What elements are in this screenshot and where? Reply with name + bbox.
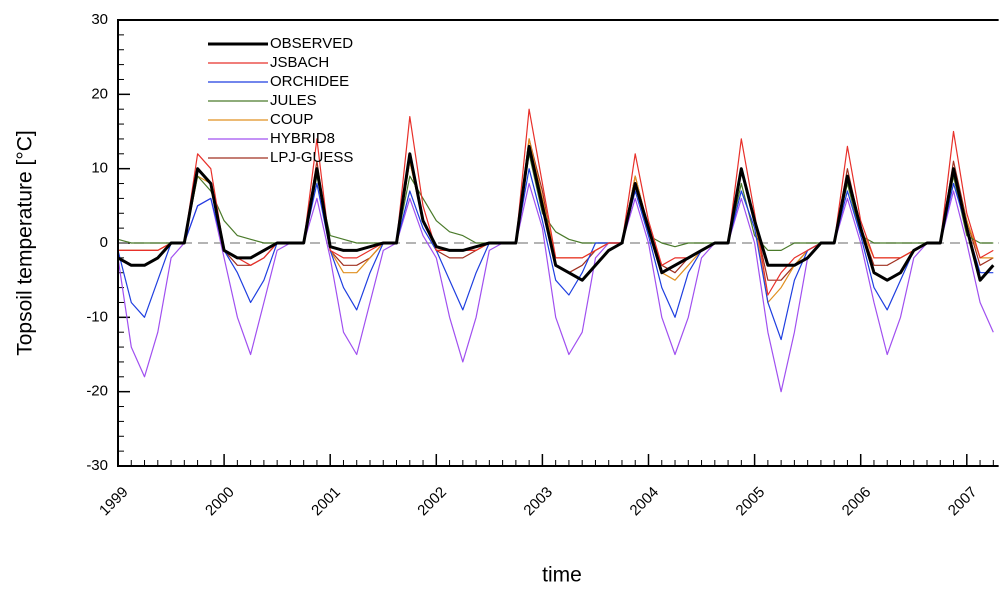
series-line: [117, 182, 994, 393]
x-tick-label: 1999: [96, 484, 132, 520]
x-tick-label: 2005: [733, 484, 769, 520]
x-tick-label: 2004: [627, 484, 663, 520]
y-tick-label: -20: [86, 383, 108, 400]
legend-label: LPJ-GUESS: [270, 149, 353, 166]
x-tick-label: 2001: [308, 484, 344, 520]
y-tick-label: 0: [100, 234, 108, 251]
x-axis-label: time: [542, 564, 582, 587]
y-tick-label: -10: [86, 308, 108, 325]
legend-label: JULES: [270, 92, 317, 109]
x-tick-label: 2007: [945, 484, 981, 520]
legend-label: OBSERVED: [270, 35, 353, 52]
y-axis-label: Topsoil temperature [°C]: [14, 130, 37, 356]
y-tick-label: 20: [91, 85, 108, 102]
y-tick-label: 30: [91, 11, 108, 28]
x-tick-label: 2006: [839, 484, 875, 520]
series-line: [117, 168, 994, 341]
series-line: [118, 108, 994, 296]
legend-label: COUP: [270, 111, 313, 128]
legend-label: HYBRID8: [270, 130, 335, 147]
x-tick-label: 2000: [202, 484, 238, 520]
series-line: [117, 144, 995, 282]
y-tick-label: 10: [91, 160, 108, 177]
legend-label: ORCHIDEE: [270, 73, 349, 90]
x-tick-label: 2002: [414, 484, 450, 520]
legend-label: JSBACH: [270, 54, 329, 71]
y-tick-label: -30: [86, 457, 108, 474]
x-tick-label: 2003: [520, 484, 556, 520]
axes-frame: [117, 19, 999, 467]
